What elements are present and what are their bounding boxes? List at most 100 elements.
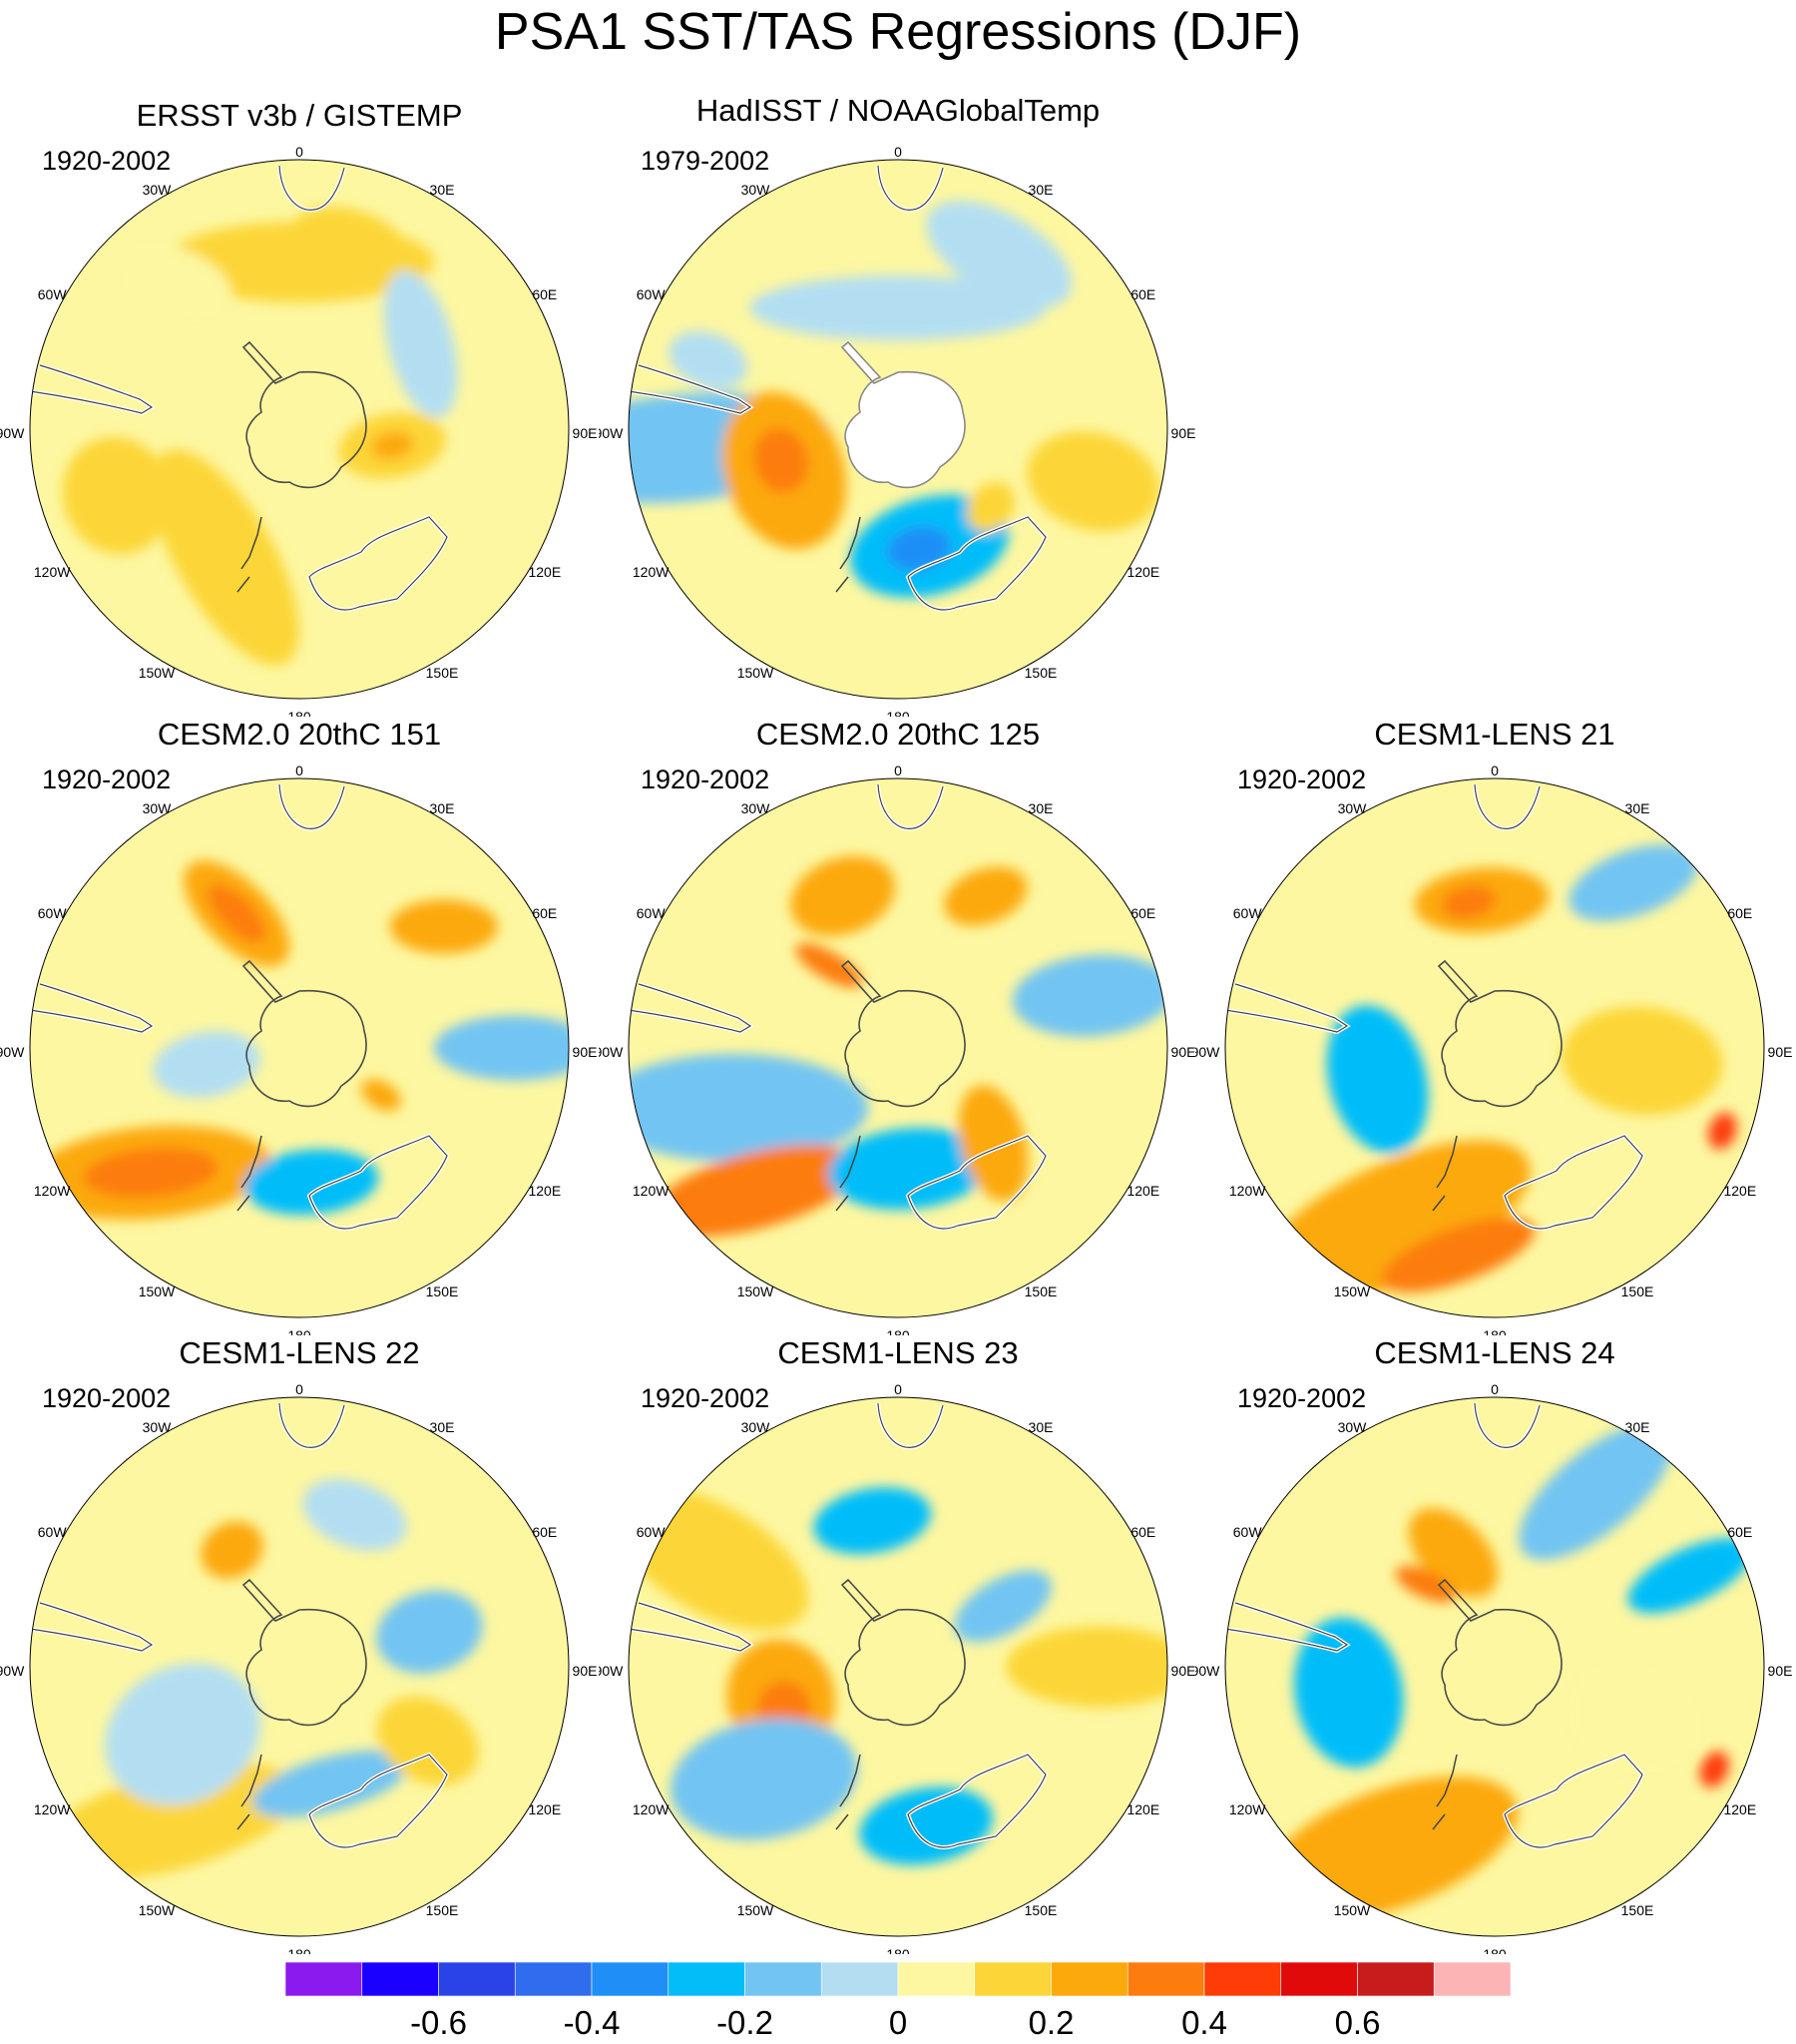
- longitude-label: 60W: [38, 1524, 68, 1540]
- longitude-label: 0: [894, 144, 902, 160]
- colorbar-swatch: [1433, 1962, 1512, 1997]
- anomaly-region: [389, 899, 498, 954]
- colorbar-swatch: [1051, 1962, 1128, 1997]
- longitude-label: 0: [1491, 1381, 1499, 1397]
- anomaly-region: [1568, 1662, 1700, 1774]
- anomaly-region: [651, 1145, 860, 1238]
- colorbar-tick-label: -0.4: [564, 2004, 621, 2041]
- polar-map: 0 30E 60E 90E 120E 150E 180 150W 120W 90W 60W 30W: [0, 144, 597, 717]
- panel-cesm1-lens-23: CESM1-LENS 23 1920-2002 0 30E 60E 90E 120E 15…: [599, 1335, 1197, 1954]
- anomaly-region: [105, 1663, 260, 1805]
- anomaly-region: [669, 330, 747, 389]
- map-border: [1224, 777, 1765, 1318]
- panel-period: 1920-2002: [42, 1383, 172, 1413]
- anomaly-region: [944, 866, 1028, 926]
- longitude-label: 150E: [1025, 1283, 1058, 1299]
- colorbar-tick-label: 0: [889, 2004, 907, 2041]
- longitude-label: 180: [886, 709, 910, 717]
- panel-period: 1979-2002: [641, 146, 770, 176]
- new-zealand-coastline: [835, 1135, 861, 1212]
- longitude-label: 120W: [633, 1183, 670, 1199]
- anomaly-region: [1562, 1006, 1723, 1116]
- longitude-label: 60W: [637, 905, 667, 921]
- longitude-label: 90E: [1171, 1663, 1196, 1679]
- longitude-label: 120W: [633, 564, 670, 580]
- new-zealand-coastline: [236, 516, 262, 593]
- longitude-label: 30E: [1625, 1419, 1650, 1435]
- longitude-label: 0: [295, 763, 303, 778]
- colorbar-swatch: [1357, 1962, 1435, 1997]
- longitude-label: 120E: [528, 1183, 561, 1199]
- longitude-label: 30W: [1338, 800, 1368, 816]
- panel-cesm1-lens-24: CESM1-LENS 24 1920-2002 0 30E 60E 90E 120E 15…: [1195, 1335, 1794, 1954]
- panel-period: 1920-2002: [42, 146, 172, 176]
- longitude-label: 60E: [1130, 905, 1155, 921]
- anomaly-region: [1442, 885, 1496, 919]
- colorbar-tick-label: -0.6: [410, 2004, 467, 2041]
- anomaly-region: [243, 1149, 379, 1216]
- anomaly-region: [790, 855, 895, 936]
- longitude-label: 90E: [1768, 1044, 1793, 1060]
- colorbar-swatch: [1280, 1962, 1358, 1997]
- longitude-label: 60W: [637, 286, 667, 302]
- anomaly-region: [376, 1696, 479, 1786]
- longitude-label: 0: [295, 1381, 303, 1397]
- colorbar-swatch: [591, 1962, 670, 1997]
- longitude-label: 120E: [528, 1801, 561, 1817]
- anomaly-region: [83, 1148, 219, 1198]
- polar-map: 0 30E 60E 90E 120E 150E 180 150W 120W 90W 60W 30W: [599, 144, 1195, 717]
- anomaly-region: [827, 1128, 990, 1210]
- anomaly-region: [251, 1750, 409, 1817]
- longitude-label: 120E: [1126, 1183, 1159, 1199]
- longitude-label: 90W: [0, 1044, 25, 1060]
- longitude-label: 30W: [143, 800, 173, 816]
- longitude-label: 30W: [741, 182, 771, 198]
- colorbar-tick-label: 0.2: [1029, 2004, 1075, 2041]
- map-border: [29, 159, 570, 700]
- anomaly-region: [383, 270, 458, 418]
- anomaly-region: [670, 1719, 858, 1840]
- panel-cesm1-lens-21: CESM1-LENS 21 1920-2002 0 30E 60E 90E 120E 15…: [1195, 717, 1794, 1335]
- longitude-label: 120E: [1723, 1183, 1756, 1199]
- panel-period: 1920-2002: [641, 765, 770, 794]
- longitude-label: 150E: [1621, 1902, 1654, 1918]
- longitude-label: 90E: [1768, 1663, 1793, 1679]
- colorbar-swatch: [974, 1962, 1052, 1997]
- longitude-label: 120W: [1229, 1183, 1266, 1199]
- longitude-label: 30W: [1338, 1419, 1368, 1435]
- anomaly-region: [753, 428, 809, 493]
- anomaly-region: [360, 1079, 401, 1112]
- anomaly-region: [434, 1015, 569, 1081]
- map-border: [628, 159, 1168, 700]
- panel-period: 1920-2002: [641, 1383, 770, 1413]
- new-zealand-coastline: [835, 516, 861, 593]
- longitude-label: 120W: [633, 1801, 670, 1817]
- longitude-label: 150E: [1621, 1283, 1654, 1299]
- longitude-label: 150W: [1334, 1283, 1371, 1299]
- colorbar-swatch: [514, 1962, 593, 1997]
- anomaly-region: [118, 244, 231, 317]
- new-zealand-coastline: [1432, 1135, 1458, 1212]
- anomaly-region: [376, 1590, 483, 1674]
- polar-map: 0 30E 60E 90E 120E 150E 180 150W 120W 90W 60W 30W: [0, 1381, 597, 1954]
- longitude-label: 90W: [0, 1663, 25, 1679]
- anomaly-region: [629, 1054, 869, 1163]
- longitude-label: 0: [894, 763, 902, 778]
- colorbar-swatch: [285, 1962, 363, 1997]
- longitude-label: 150W: [139, 1902, 176, 1918]
- polar-map: 0 30E 60E 90E 120E 150E 180 150W 120W 90W 60W 30W: [599, 763, 1195, 1335]
- longitude-label: 120E: [528, 564, 561, 580]
- longitude-label: 90W: [0, 425, 25, 441]
- longitude-label: 90W: [599, 1663, 624, 1679]
- antarctica-coastline: [241, 1578, 367, 1727]
- longitude-label: 150W: [737, 1902, 774, 1918]
- longitude-label: 30E: [430, 1419, 455, 1435]
- anomaly-region: [1569, 844, 1698, 921]
- panel-period: 1920-2002: [1237, 1383, 1367, 1413]
- anomaly-region: [967, 482, 1016, 533]
- colorbar-tick-label: -0.2: [716, 2004, 773, 2041]
- anomaly-region: [1708, 1112, 1737, 1150]
- new-zealand-coastline: [236, 1135, 262, 1212]
- anomaly-region: [1326, 1005, 1429, 1154]
- anomaly-region: [291, 207, 408, 277]
